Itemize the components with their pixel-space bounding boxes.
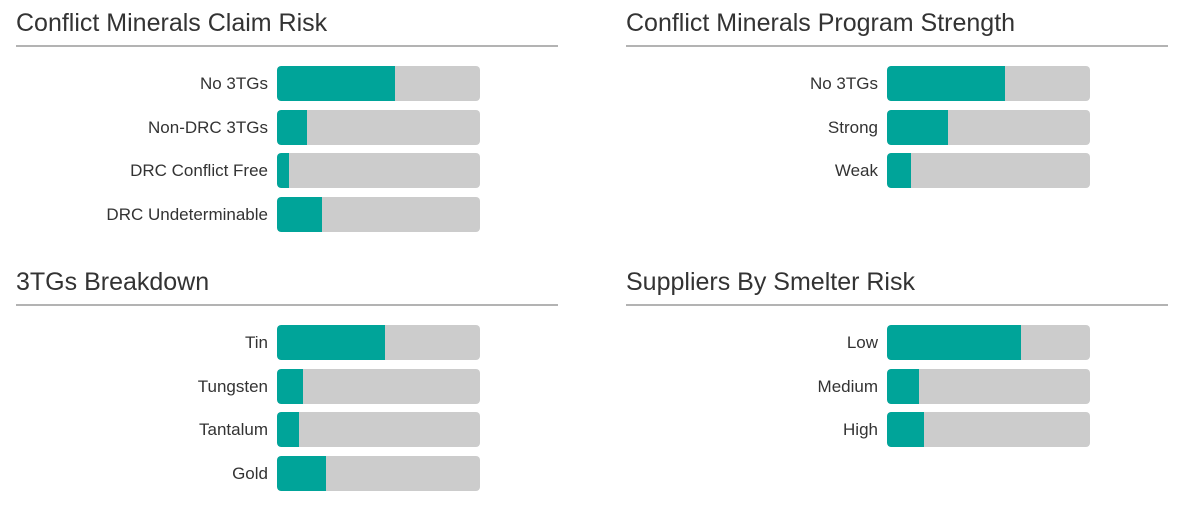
bar-track — [277, 455, 480, 491]
bar-track — [277, 368, 480, 404]
bar-label: Tungsten — [197, 376, 268, 396]
bar-label: Non-DRC 3TGs — [148, 117, 268, 137]
panel-divider — [16, 304, 558, 306]
bar-fill — [887, 153, 912, 188]
bar-label: Medium — [817, 376, 878, 396]
bar-row: DRC Undeterminable — [16, 196, 558, 232]
panel-title: Conflict Minerals Program Strength — [626, 9, 1016, 37]
bar-fill — [277, 412, 300, 447]
bar-fill — [277, 196, 322, 232]
panel-title: Suppliers By Smelter Risk — [626, 268, 915, 296]
bar-label: Gold — [232, 463, 268, 483]
bar-fill — [887, 66, 1005, 101]
bar-label: Weak — [834, 161, 878, 180]
bar-label: No 3TGs — [809, 74, 878, 93]
bar-label: DRC Conflict Free — [130, 161, 268, 180]
bar-label: High — [843, 420, 878, 439]
bar-fill — [277, 109, 308, 145]
bar-row: Low — [626, 325, 1168, 360]
bar-fill — [277, 455, 326, 491]
panel-smelter-risk: Suppliers By Smelter Risk Low Medium High — [626, 259, 1168, 456]
bar-row: Tantalum — [16, 412, 558, 447]
bar-fill — [887, 325, 1021, 360]
bar-list: No 3TGs Strong Weak — [626, 66, 1168, 188]
bar-track — [887, 412, 1090, 447]
panel-title: Conflict Minerals Claim Risk — [16, 9, 328, 37]
bar-row: DRC Conflict Free — [16, 153, 558, 188]
bar-row: Weak — [626, 153, 1168, 188]
bar-track — [887, 109, 1090, 145]
bar-track — [277, 153, 480, 188]
bar-track — [277, 109, 480, 145]
bar-row: Tin — [16, 325, 558, 360]
bar-row: Medium — [626, 368, 1168, 404]
bar-track — [277, 66, 480, 101]
bar-track — [277, 196, 480, 232]
panel-divider — [626, 304, 1168, 306]
bar-fill — [277, 153, 290, 188]
bar-list: No 3TGs Non-DRC 3TGs DRC Conflict Free DRC … — [16, 66, 558, 232]
bar-label: Tantalum — [199, 420, 268, 439]
panel-title: 3TGs Breakdown — [16, 268, 210, 296]
bar-fill — [277, 368, 304, 404]
bar-track — [277, 325, 480, 360]
bar-label: No 3TGs — [199, 74, 268, 93]
bar-track — [277, 412, 480, 447]
bar-row: No 3TGs — [16, 66, 558, 101]
bar-fill — [277, 325, 385, 360]
bar-row: Tungsten — [16, 368, 558, 404]
bar-fill — [887, 368, 920, 404]
bar-track — [887, 368, 1090, 404]
bar-track — [887, 66, 1090, 101]
panel-claim-risk: Conflict Minerals Claim Risk No 3TGs Non-… — [16, 0, 558, 240]
bar-label: Low — [846, 333, 878, 352]
bar-fill — [887, 109, 948, 145]
bar-fill — [887, 412, 924, 447]
panel-divider — [16, 45, 558, 47]
bar-row: No 3TGs — [626, 66, 1168, 101]
bar-row: Strong — [626, 109, 1168, 145]
bar-label: DRC Undeterminable — [106, 204, 268, 224]
bar-row: Non-DRC 3TGs — [16, 109, 558, 145]
bar-label: Strong — [827, 117, 878, 137]
bar-track — [887, 153, 1090, 188]
panel-program-strength: Conflict Minerals Program Strength No 3T… — [626, 0, 1168, 197]
bar-list: Low Medium High — [626, 325, 1168, 447]
bar-track — [887, 325, 1090, 360]
panel-divider — [626, 45, 1168, 47]
bar-row: Gold — [16, 455, 558, 491]
bar-row: High — [626, 412, 1168, 447]
bar-fill — [277, 66, 395, 101]
panel-3tgs-breakdown: 3TGs Breakdown Tin Tungsten Tantalum Gold — [16, 259, 558, 499]
bar-label: Tin — [245, 333, 268, 352]
bar-list: Tin Tungsten Tantalum Gold — [16, 325, 558, 491]
